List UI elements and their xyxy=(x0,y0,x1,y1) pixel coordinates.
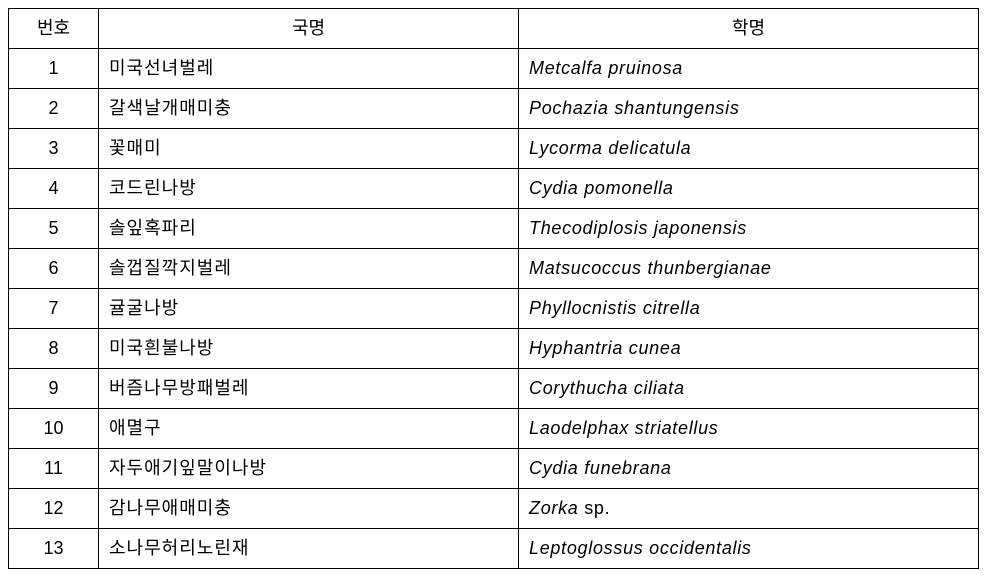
cell-scientific-name: Hyphantria cunea xyxy=(519,329,979,369)
cell-number: 11 xyxy=(9,449,99,489)
cell-number: 12 xyxy=(9,489,99,529)
cell-scientific-name: Cydia pomonella xyxy=(519,169,979,209)
cell-scientific-name: Lycorma delicatula xyxy=(519,129,979,169)
cell-scientific-name: Phyllocnistis citrella xyxy=(519,289,979,329)
cell-korean-name: 미국흰불나방 xyxy=(99,329,519,369)
table-row: 13소나무허리노린재Leptoglossus occidentalis xyxy=(9,529,979,569)
cell-number: 2 xyxy=(9,89,99,129)
table-row: 12감나무애매미충Zorka sp. xyxy=(9,489,979,529)
table-row: 8미국흰불나방Hyphantria cunea xyxy=(9,329,979,369)
table-row: 2갈색날개매미충Pochazia shantungensis xyxy=(9,89,979,129)
header-number: 번호 xyxy=(9,9,99,49)
cell-number: 1 xyxy=(9,49,99,89)
cell-scientific-name: Zorka sp. xyxy=(519,489,979,529)
cell-korean-name: 자두애기잎말이나방 xyxy=(99,449,519,489)
table-row: 10애멸구Laodelphax striatellus xyxy=(9,409,979,449)
header-scientific-name: 학명 xyxy=(519,9,979,49)
cell-scientific-name: Thecodiplosis japonensis xyxy=(519,209,979,249)
cell-korean-name: 애멸구 xyxy=(99,409,519,449)
cell-scientific-name: Corythucha ciliata xyxy=(519,369,979,409)
cell-korean-name: 버즘나무방패벌레 xyxy=(99,369,519,409)
cell-number: 6 xyxy=(9,249,99,289)
table-row: 1미국선녀벌레Metcalfa pruinosa xyxy=(9,49,979,89)
cell-scientific-name: Metcalfa pruinosa xyxy=(519,49,979,89)
header-korean-name: 국명 xyxy=(99,9,519,49)
cell-korean-name: 미국선녀벌레 xyxy=(99,49,519,89)
cell-korean-name: 솔잎혹파리 xyxy=(99,209,519,249)
table-row: 4코드린나방Cydia pomonella xyxy=(9,169,979,209)
cell-korean-name: 갈색날개매미충 xyxy=(99,89,519,129)
table-row: 11자두애기잎말이나방Cydia funebrana xyxy=(9,449,979,489)
table-row: 6솔껍질깍지벌레Matsucoccus thunbergianae xyxy=(9,249,979,289)
cell-scientific-name: Leptoglossus occidentalis xyxy=(519,529,979,569)
cell-korean-name: 코드린나방 xyxy=(99,169,519,209)
cell-number: 13 xyxy=(9,529,99,569)
table-row: 7귤굴나방Phyllocnistis citrella xyxy=(9,289,979,329)
cell-scientific-name: Matsucoccus thunbergianae xyxy=(519,249,979,289)
cell-number: 10 xyxy=(9,409,99,449)
cell-number: 8 xyxy=(9,329,99,369)
cell-number: 7 xyxy=(9,289,99,329)
cell-scientific-name: Cydia funebrana xyxy=(519,449,979,489)
table-row: 9버즘나무방패벌레Corythucha ciliata xyxy=(9,369,979,409)
cell-number: 3 xyxy=(9,129,99,169)
cell-scientific-name: Pochazia shantungensis xyxy=(519,89,979,129)
cell-korean-name: 꽃매미 xyxy=(99,129,519,169)
table-header-row: 번호 국명 학명 xyxy=(9,9,979,49)
species-table: 번호 국명 학명 1미국선녀벌레Metcalfa pruinosa2갈색날개매미… xyxy=(8,8,979,569)
cell-korean-name: 귤굴나방 xyxy=(99,289,519,329)
cell-number: 5 xyxy=(9,209,99,249)
cell-scientific-name: Laodelphax striatellus xyxy=(519,409,979,449)
table-row: 5솔잎혹파리Thecodiplosis japonensis xyxy=(9,209,979,249)
cell-korean-name: 솔껍질깍지벌레 xyxy=(99,249,519,289)
cell-number: 4 xyxy=(9,169,99,209)
cell-korean-name: 감나무애매미충 xyxy=(99,489,519,529)
cell-korean-name: 소나무허리노린재 xyxy=(99,529,519,569)
table-row: 3꽃매미Lycorma delicatula xyxy=(9,129,979,169)
cell-number: 9 xyxy=(9,369,99,409)
